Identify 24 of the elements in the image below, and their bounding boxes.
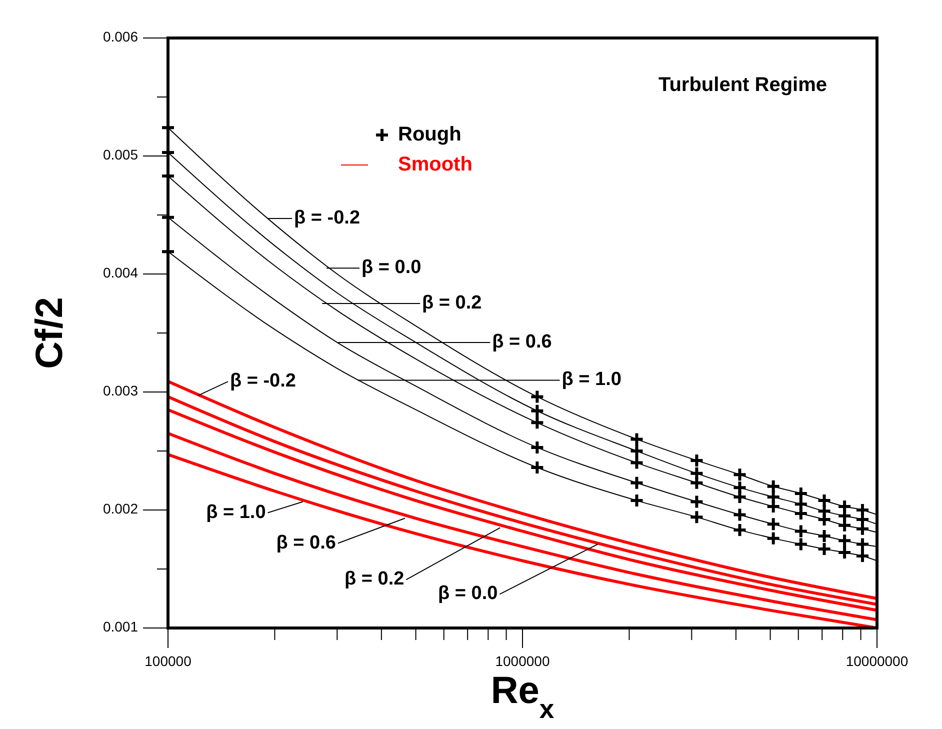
- y-axis-title: Cf/2: [29, 297, 71, 369]
- annotation: β = 1.0: [562, 369, 622, 390]
- annotation: β = 0.2: [344, 568, 404, 590]
- legend-label: Smooth: [398, 153, 472, 176]
- y-tick-label: 0.005: [102, 146, 138, 163]
- annotation: β = 1.0: [206, 502, 266, 523]
- x-axis-title: Re$_{x}$: [490, 670, 554, 724]
- y-tick-label: 0.001: [102, 618, 138, 635]
- legend-label: Rough: [398, 123, 462, 146]
- annotation: β = 0.0: [438, 583, 498, 604]
- text: Turbulent Regime: [658, 74, 827, 96]
- y-tick-label: 0.006: [102, 28, 138, 45]
- y-tick-label: 0.002: [102, 500, 138, 517]
- x-tick-label: 100000: [144, 653, 192, 669]
- x-tick-label: 1000000: [495, 653, 550, 669]
- annotation: β = -0.2: [294, 208, 360, 229]
- annotation: β = -0.2: [230, 370, 296, 392]
- annotation: β = 0.0: [362, 257, 422, 278]
- x-tick-label: 10000000: [846, 653, 908, 669]
- annotation: β = 0.2: [422, 292, 482, 314]
- y-tick-label: 0.003: [102, 382, 138, 399]
- annotation: β = 0.6: [276, 532, 336, 554]
- annotation: β = 0.6: [492, 331, 552, 352]
- y-tick-label: 0.004: [102, 264, 138, 281]
